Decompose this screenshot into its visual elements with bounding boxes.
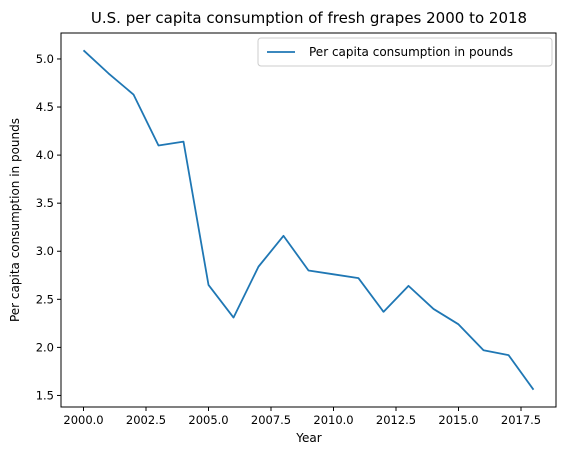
x-tick-label: 2012.5	[376, 413, 416, 427]
y-tick-label: 4.5	[36, 100, 54, 114]
y-axis: 1.5 2.0 2.5 3.0 3.5 4.0 4.5 5.0	[36, 52, 61, 402]
legend-label: Per capita consumption in pounds	[309, 45, 513, 59]
y-tick-label: 3.5	[36, 196, 54, 210]
x-axis: 2000.0 2002.5 2005.0 2007.5 2010.0 2012.5 2015…	[63, 407, 541, 427]
x-tick-label: 2007.5	[251, 413, 291, 427]
x-tick-label: 2015.0	[438, 413, 478, 427]
y-axis-label: Per capita consumption in pounds	[8, 118, 22, 322]
legend: Per capita consumption in pounds	[257, 37, 553, 67]
legend-box	[257, 37, 553, 67]
y-tick-label: 3.0	[36, 244, 54, 258]
x-axis-label: Year	[295, 431, 321, 445]
x-tick-label: 2005.0	[188, 413, 228, 427]
y-tick-label: 1.5	[36, 388, 54, 402]
y-tick-label: 5.0	[36, 52, 54, 66]
x-tick-label: 2017.5	[501, 413, 541, 427]
x-tick-label: 2002.5	[126, 413, 166, 427]
x-tick-label: 2010.0	[313, 413, 353, 427]
chart-title: U.S. per capita consumption of fresh gra…	[91, 9, 527, 27]
y-tick-label: 2.5	[36, 292, 54, 306]
series-layer	[82, 49, 535, 391]
plot-area	[60, 32, 557, 408]
plot-frame	[60, 32, 557, 408]
y-tick-label: 4.0	[36, 148, 54, 162]
x-tick-label: 2000.0	[63, 413, 103, 427]
y-tick-label: 2.0	[36, 340, 54, 354]
series-line	[82, 49, 535, 391]
